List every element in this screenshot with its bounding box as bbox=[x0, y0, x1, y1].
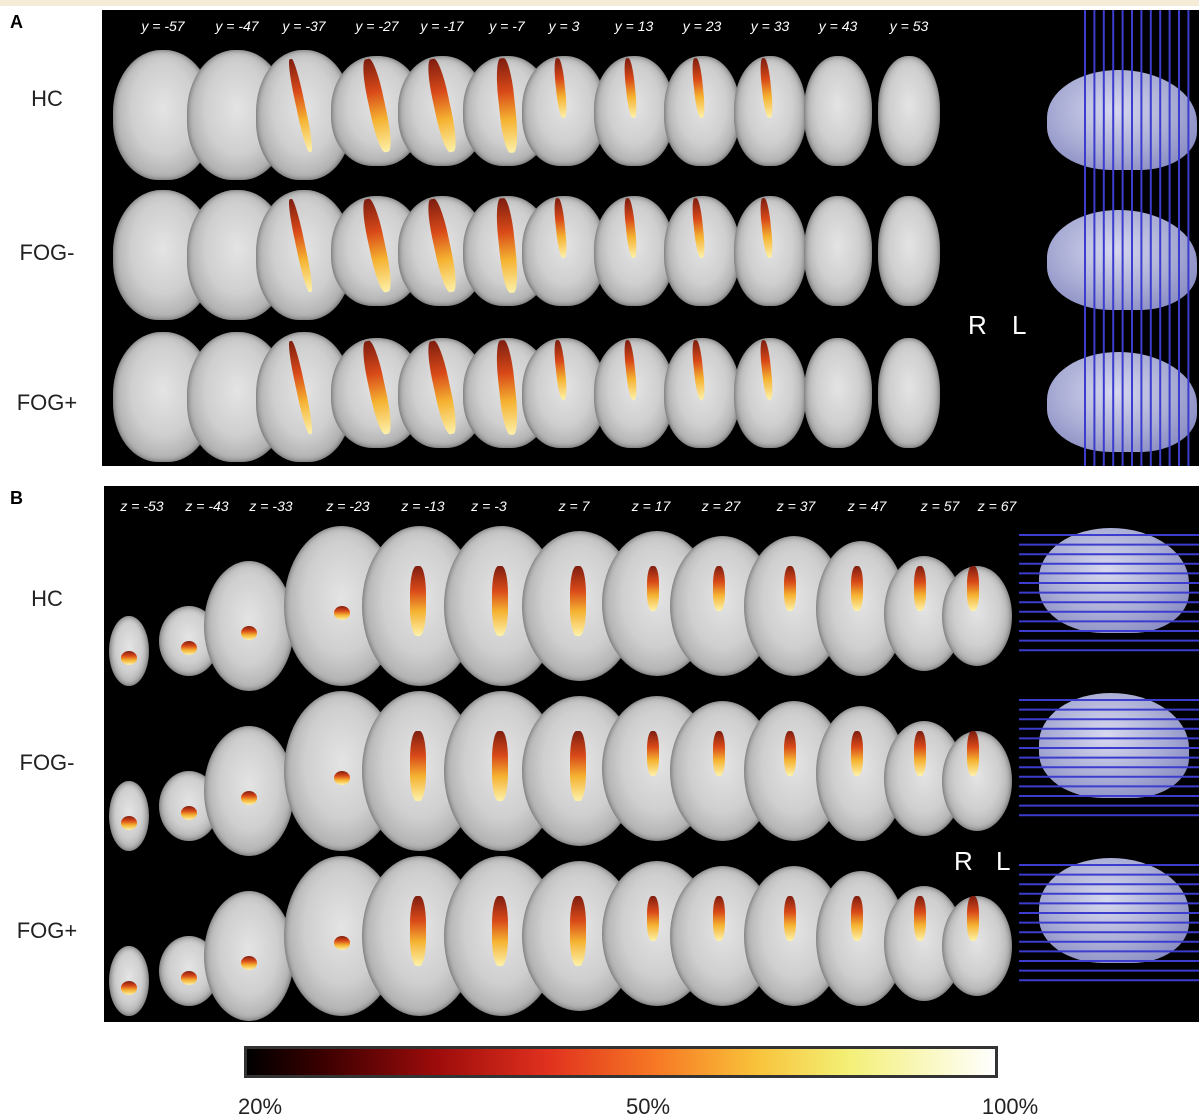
tract-overlay bbox=[851, 566, 863, 611]
coronal-slice bbox=[804, 338, 872, 448]
panel-a-coord-label: y = -47 bbox=[215, 18, 259, 34]
tract-overlay bbox=[784, 566, 796, 611]
panel-b-row-label: FOG+ bbox=[16, 918, 78, 943]
panel-a-coord-label: y = -17 bbox=[420, 18, 464, 34]
tract-overlay bbox=[967, 566, 979, 611]
orientation-left-label: L bbox=[996, 846, 1011, 876]
panel-a-coord-label: y = -37 bbox=[282, 18, 326, 34]
panel-b-axial-slices: z = -53 z = -43 z = -33 z = -23 z = -13 z = -… bbox=[104, 486, 1199, 1022]
tract-overlay bbox=[121, 816, 137, 830]
panel-a-coord-label: y = 43 bbox=[818, 18, 858, 34]
tract-overlay bbox=[784, 896, 796, 941]
top-strip bbox=[0, 0, 1199, 6]
tract-overlay bbox=[712, 731, 725, 776]
tract-overlay bbox=[784, 731, 796, 776]
panel-b-coord-label: z = -43 bbox=[185, 498, 229, 514]
panel-a-coord-label: y = 33 bbox=[750, 18, 790, 34]
panel-a-row-label: HC bbox=[31, 86, 63, 111]
tract-overlay bbox=[121, 981, 137, 995]
tract-overlay bbox=[491, 566, 508, 636]
tract-overlay bbox=[409, 896, 426, 966]
tract-overlay bbox=[409, 731, 426, 801]
coronal-slice bbox=[878, 56, 940, 166]
panel-b-coord-label: z = 27 bbox=[701, 498, 741, 514]
tract-overlay bbox=[181, 806, 197, 820]
orientation-right-label: R bbox=[968, 310, 987, 340]
tract-overlay bbox=[181, 971, 197, 985]
coronal-slice bbox=[878, 338, 940, 448]
tract-overlay bbox=[914, 896, 926, 941]
panel-b-letter: B bbox=[10, 488, 23, 508]
panel-b-coord-label: z = -53 bbox=[120, 498, 164, 514]
panel-b-coord-label: z = -23 bbox=[326, 498, 370, 514]
tract-overlay bbox=[333, 771, 350, 785]
panel-a-coord-label: y = 53 bbox=[889, 18, 929, 34]
panel-b-coord-label: z = 47 bbox=[847, 498, 887, 514]
panel-a-coord-label: y = -57 bbox=[141, 18, 185, 34]
tract-overlay bbox=[851, 731, 863, 776]
tract-overlay bbox=[121, 651, 137, 665]
panel-a-letter: A bbox=[10, 12, 23, 32]
panel-b-coord-label: z = -13 bbox=[401, 498, 445, 514]
tract-overlay bbox=[491, 731, 508, 801]
tract-overlay bbox=[491, 896, 508, 966]
coronal-slice bbox=[878, 196, 940, 306]
slice-position-lines bbox=[1084, 10, 1190, 466]
panel-a-coord-label: y = 3 bbox=[548, 18, 580, 34]
coronal-slice bbox=[804, 56, 872, 166]
tract-overlay bbox=[333, 606, 350, 620]
tract-overlay bbox=[241, 626, 257, 640]
panel-b-coord-label: z = 7 bbox=[558, 498, 590, 514]
slice-position-lines bbox=[1019, 864, 1199, 982]
tract-overlay bbox=[241, 956, 257, 970]
tract-overlay bbox=[241, 791, 257, 805]
panel-b-coord-label: z = 57 bbox=[920, 498, 960, 514]
tract-overlay bbox=[851, 896, 863, 941]
tract-overlay bbox=[967, 731, 979, 776]
panel-b-coord-label: z = -33 bbox=[249, 498, 293, 514]
panel-b-coord-label: z = 37 bbox=[776, 498, 816, 514]
panel-b-row-label: HC bbox=[31, 586, 63, 611]
tract-overlay bbox=[967, 896, 979, 941]
panel-a-coord-label: y = -7 bbox=[489, 18, 525, 34]
colorbar-tick-max: 100% bbox=[981, 1094, 1039, 1119]
coronal-slice bbox=[804, 196, 872, 306]
colorbar bbox=[244, 1046, 998, 1078]
tract-overlay bbox=[569, 731, 586, 801]
slice-position-lines bbox=[1019, 534, 1199, 652]
tract-overlay bbox=[333, 936, 350, 950]
panel-a-coord-label: y = -27 bbox=[355, 18, 399, 34]
panel-b-coord-label: z = -3 bbox=[471, 498, 507, 514]
panel-a-row-label: FOG+ bbox=[16, 390, 78, 415]
tract-overlay bbox=[181, 641, 197, 655]
tract-overlay bbox=[712, 566, 725, 611]
panel-b-row-label: FOG- bbox=[19, 750, 75, 775]
tract-overlay bbox=[647, 566, 659, 611]
tract-overlay bbox=[569, 566, 586, 636]
panel-b-coord-label: z = 67 bbox=[977, 498, 1017, 514]
tract-overlay bbox=[914, 731, 926, 776]
tract-overlay bbox=[569, 896, 586, 966]
orientation-left-label: L bbox=[1012, 310, 1027, 340]
panel-a-row-label: FOG- bbox=[19, 240, 75, 265]
panel-b-coord-label: z = 17 bbox=[631, 498, 671, 514]
panel-a-coord-label: y = 23 bbox=[682, 18, 722, 34]
slice-position-lines bbox=[1019, 699, 1199, 817]
tract-overlay bbox=[409, 566, 426, 636]
tract-overlay bbox=[647, 896, 659, 941]
orientation-right-label: R bbox=[954, 846, 973, 876]
colorbar-tick-min: 20% bbox=[237, 1094, 283, 1119]
tract-overlay bbox=[647, 731, 659, 776]
tract-overlay bbox=[914, 566, 926, 611]
panel-a-coronal-slices: y = -57 y = -47 y = -37 y = -27 y = -17 y = -… bbox=[102, 10, 1199, 466]
tract-overlay bbox=[712, 896, 725, 941]
panel-a-coord-label: y = 13 bbox=[614, 18, 654, 34]
colorbar-tick-mid: 50% bbox=[625, 1094, 671, 1119]
